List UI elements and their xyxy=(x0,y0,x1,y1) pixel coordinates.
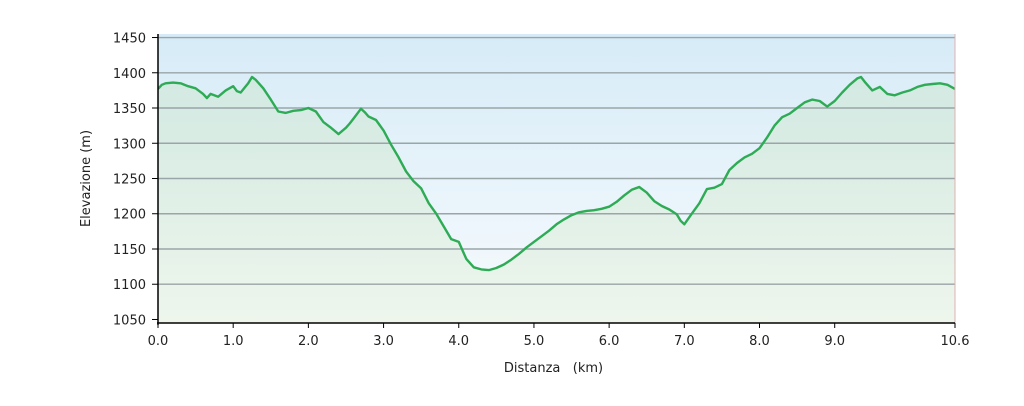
elevation-area-fill xyxy=(158,77,955,323)
x-tick-label: 6.0 xyxy=(599,334,620,349)
y-tick-label: 1400 xyxy=(113,67,146,82)
axes xyxy=(152,34,956,328)
x-tick-label: 9.0 xyxy=(824,334,845,349)
x-tick-label: 7.0 xyxy=(674,334,695,349)
y-tick-label: 1300 xyxy=(113,137,146,152)
tick-labels: 1050 1100 1150 1200 1250 1300 1350 1400 1450 0.0 1… xyxy=(113,32,970,349)
y-tick-label: 1150 xyxy=(113,243,146,258)
x-tick-label: 5.0 xyxy=(524,334,545,349)
x-axis-title: Distanza (km) xyxy=(504,361,603,376)
y-tick-label: 1450 xyxy=(113,32,146,47)
x-tick-label: 10.6 xyxy=(941,334,970,349)
y-axis-title: Elevazione (m) xyxy=(79,130,94,227)
x-tick-label: 0.0 xyxy=(148,334,169,349)
x-tick-label: 8.0 xyxy=(749,334,770,349)
y-tick-label: 1250 xyxy=(113,173,146,188)
y-tick-label: 1050 xyxy=(113,313,146,328)
x-tick-label: 1.0 xyxy=(223,334,244,349)
x-tick-label: 2.0 xyxy=(298,334,319,349)
elevation-line xyxy=(158,75,955,272)
grid-lines xyxy=(158,36,955,285)
y-tick-label: 1100 xyxy=(113,278,146,293)
x-tick-label: 3.0 xyxy=(373,334,394,349)
x-tick-label: 4.0 xyxy=(448,334,469,349)
y-tick-label: 1200 xyxy=(113,208,146,223)
y-tick-label: 1350 xyxy=(113,102,146,117)
